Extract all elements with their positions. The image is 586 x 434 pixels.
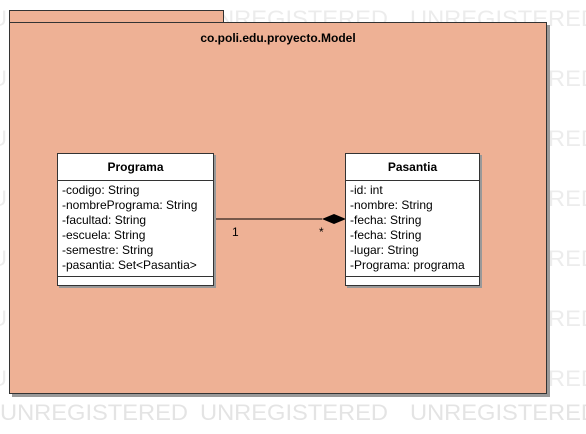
class-pasantia-name: Pasantia bbox=[346, 154, 479, 181]
watermark-text: UNREGISTERED bbox=[410, 400, 586, 425]
attribute: -fecha: String bbox=[350, 213, 422, 227]
class-programa-operations bbox=[58, 277, 213, 285]
attribute: -codigo: String bbox=[62, 183, 140, 197]
class-pasantia[interactable]: Pasantia -id: int -nombre: String -fecha… bbox=[345, 153, 480, 286]
source-multiplicity: 1 bbox=[232, 225, 239, 239]
class-pasantia-attributes: -id: int -nombre: String -fecha: String … bbox=[346, 181, 479, 277]
attribute: -id: int bbox=[350, 183, 383, 197]
attribute: -fecha: String bbox=[350, 228, 422, 242]
attribute: -pasantia: Set<Pasantia> bbox=[62, 258, 197, 272]
target-multiplicity: * bbox=[319, 225, 324, 239]
package-name: co.poli.edu.proyecto.Model bbox=[200, 31, 356, 45]
attribute: -nombre: String bbox=[350, 198, 433, 212]
attribute: -lugar: String bbox=[350, 243, 419, 257]
class-programa-name: Programa bbox=[58, 154, 213, 181]
class-programa-attributes: -codigo: String -nombrePrograma: String … bbox=[58, 181, 213, 277]
attribute: -nombrePrograma: String bbox=[62, 198, 198, 212]
watermark-text: UNREGISTERED bbox=[200, 400, 388, 425]
watermark-text: UNREGISTERED bbox=[0, 400, 188, 425]
attribute: -escuela: String bbox=[62, 228, 146, 242]
class-programa[interactable]: Programa -codigo: String -nombrePrograma… bbox=[57, 153, 214, 286]
attribute: -semestre: String bbox=[62, 243, 154, 257]
attribute: -Programa: programa bbox=[350, 258, 465, 272]
class-pasantia-operations bbox=[346, 277, 479, 285]
attribute: -facultad: String bbox=[62, 213, 147, 227]
